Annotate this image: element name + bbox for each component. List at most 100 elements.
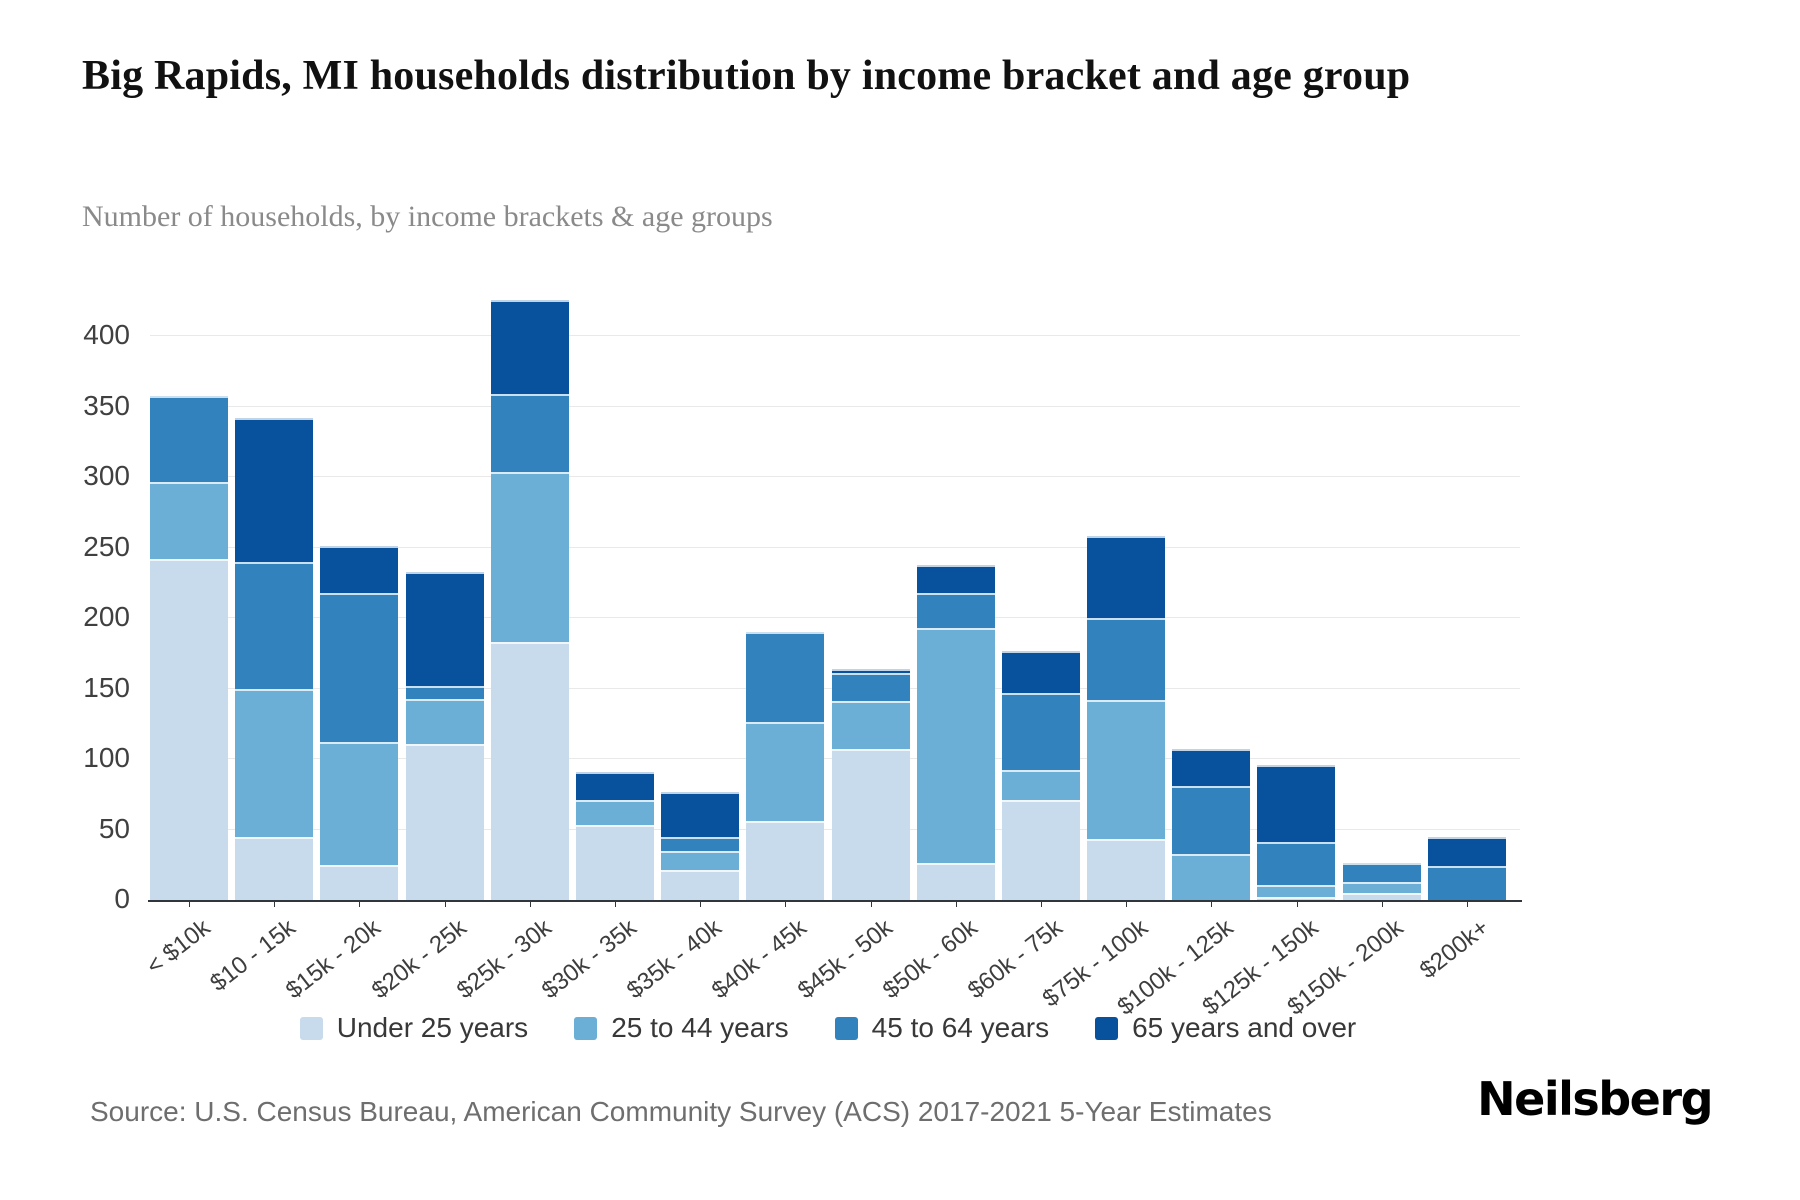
bar-segment[interactable] [1257, 764, 1336, 843]
bar-segment[interactable] [405, 698, 484, 744]
bar-segment[interactable] [575, 825, 654, 900]
x-tick-label: $15k - 20k [281, 914, 387, 1005]
bar-segment[interactable] [150, 481, 228, 559]
bar-segment[interactable] [746, 821, 825, 900]
bar-segment[interactable] [1172, 853, 1251, 900]
y-tick-label: 200 [83, 601, 130, 633]
legend-item-25 to 44 years[interactable]: 25 to 44 years [574, 1012, 789, 1044]
bar-segment[interactable] [405, 685, 484, 699]
y-tick-label: 150 [83, 671, 130, 703]
bar-segment[interactable] [916, 564, 995, 593]
bar-segment[interactable] [1087, 839, 1166, 900]
bar-segment[interactable] [235, 836, 314, 900]
bar-segment[interactable] [150, 395, 228, 482]
bar-segment[interactable] [661, 870, 740, 900]
bar-segment[interactable] [1087, 536, 1166, 619]
y-tick-label: 350 [83, 389, 130, 421]
legend-label: 25 to 44 years [611, 1012, 789, 1043]
gridline [150, 335, 1520, 337]
bar-segment[interactable] [1172, 785, 1251, 854]
bar-segment[interactable] [1342, 892, 1421, 900]
bar-segment[interactable] [661, 791, 740, 837]
bar-segment[interactable] [1257, 884, 1336, 898]
bar-segment[interactable] [1001, 650, 1080, 693]
bar-< $10k [150, 395, 228, 900]
bar-segment[interactable] [831, 673, 910, 702]
bar-$60k - 75k [1001, 650, 1080, 900]
bar-segment[interactable] [490, 299, 569, 395]
bar-segment[interactable] [661, 850, 740, 871]
bar-segment[interactable] [490, 471, 569, 643]
bar-segment[interactable] [831, 701, 910, 750]
x-tick-mark [1467, 900, 1468, 907]
bar-$15k - 20k [320, 546, 399, 900]
bar-segment[interactable] [916, 592, 995, 629]
x-tick-label: $25k - 30k [451, 914, 557, 1005]
bar-segment[interactable] [320, 546, 399, 593]
y-tick-label: 400 [83, 319, 130, 351]
bar-segment[interactable] [1427, 866, 1506, 900]
legend-label: Under 25 years [336, 1012, 529, 1043]
bar-segment[interactable] [575, 799, 654, 826]
bar-segment[interactable] [1001, 770, 1080, 800]
bar-segment[interactable] [320, 864, 399, 900]
bar-segment[interactable] [661, 836, 740, 851]
bar-segment[interactable] [1342, 863, 1421, 882]
y-tick-label: 100 [83, 742, 130, 774]
bar-$100k - 125k [1172, 749, 1251, 900]
bar-segment[interactable] [916, 863, 995, 900]
bar-$125k - 150k [1257, 764, 1336, 900]
bar-segment[interactable] [746, 722, 825, 822]
x-tick-mark [955, 900, 957, 907]
y-tick-label: 250 [83, 530, 130, 562]
bar-$150k - 200k [1342, 863, 1421, 900]
x-tick-mark [785, 900, 787, 907]
x-tick-mark [1126, 900, 1128, 907]
bar-segment[interactable] [1087, 618, 1166, 700]
legend-item-65 years and over[interactable]: 65 years and over [1095, 1012, 1356, 1044]
bar-$50k - 60k [916, 564, 995, 900]
bar-segment[interactable] [1257, 897, 1336, 900]
x-tick-mark [700, 900, 702, 907]
x-tick-mark [1041, 900, 1042, 907]
bar-segment[interactable] [831, 668, 910, 674]
bar-segment[interactable] [235, 688, 314, 837]
bar-segment[interactable] [235, 561, 314, 689]
bar-segment[interactable] [490, 394, 569, 472]
legend-label: 65 years and over [1132, 1012, 1357, 1043]
bar-segment[interactable] [405, 743, 484, 900]
y-tick-label: 0 [114, 883, 130, 914]
bar-segment[interactable] [1087, 699, 1166, 840]
bar-segment[interactable] [320, 592, 399, 743]
bar-segment[interactable] [1257, 842, 1336, 885]
bar-segment[interactable] [320, 742, 399, 865]
legend-swatch [574, 1016, 598, 1040]
x-tick-label: $40k - 45k [707, 914, 813, 1005]
bar-segment[interactable] [1001, 692, 1080, 771]
bar-segment[interactable] [1172, 749, 1251, 786]
bar-segment[interactable] [916, 628, 995, 864]
bar-segment[interactable] [490, 642, 569, 900]
bar-segment[interactable] [405, 571, 484, 686]
legend-item-45 to 64 years[interactable]: 45 to 64 years [834, 1012, 1049, 1044]
bar-$35k - 40k [661, 791, 740, 900]
bar-segment[interactable] [831, 749, 910, 900]
gridline [150, 617, 1520, 619]
bar-$10 - 15k [235, 418, 314, 900]
x-tick-label: $50k - 60k [877, 914, 983, 1005]
plot-area: 0 50 100 150 200 250 300 350 400 < $10k $10 - 15k… [83, 280, 1522, 1021]
x-axis-line [148, 900, 1522, 902]
bar-segment[interactable] [1342, 881, 1421, 893]
legend-item-Under 25 years[interactable]: Under 25 years [299, 1012, 529, 1044]
bar-segment[interactable] [150, 559, 228, 900]
x-tick-mark [1211, 900, 1213, 907]
bar-segment[interactable] [235, 418, 314, 562]
x-tick-mark [444, 900, 446, 907]
x-tick-mark [870, 900, 872, 907]
bar-segment[interactable] [746, 632, 825, 723]
bar-segment[interactable] [1427, 836, 1506, 867]
bar-segment[interactable] [575, 771, 654, 800]
x-tick-mark [359, 900, 361, 907]
source-text: Source: U.S. Census Bureau, American Com… [90, 1096, 1272, 1127]
bar-segment[interactable] [1001, 799, 1080, 900]
